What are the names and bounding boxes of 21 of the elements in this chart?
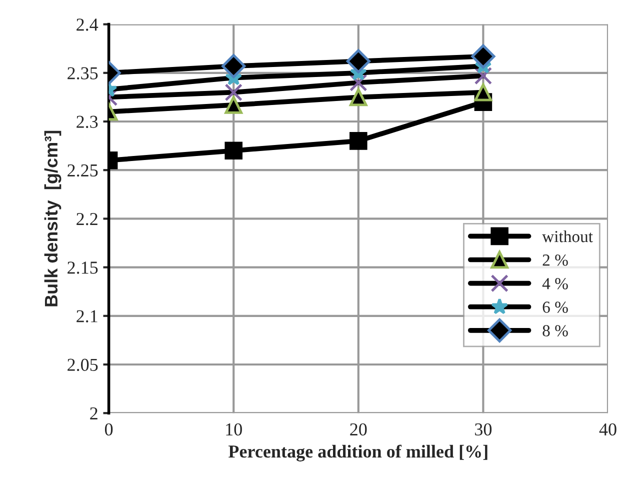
y-tick-label: 2.35 xyxy=(68,67,98,80)
y-tick-label: 2 xyxy=(90,407,98,420)
y-tick-label: 2.25 xyxy=(68,164,98,177)
legend-label: 2 % xyxy=(542,254,568,266)
x-tick-label: 20 xyxy=(350,423,367,436)
y-tick-label: 2.2 xyxy=(76,213,98,226)
x-axis-title: Percentage addition of milled [%] xyxy=(228,444,488,462)
y-tick-label: 2.15 xyxy=(68,262,98,274)
y-tick-label: 2.1 xyxy=(76,310,98,322)
legend-label: 8 % xyxy=(542,325,568,336)
x-tick-label: 0 xyxy=(104,423,113,436)
y-tick-label: 2.05 xyxy=(68,358,98,372)
y-axis-title: Bulk density [g/cm³] xyxy=(44,130,62,306)
legend-label: 6 % xyxy=(542,302,568,313)
y-tick-label: 2.4 xyxy=(76,18,98,31)
legend-label: without xyxy=(542,230,593,242)
legend-label: 4 % xyxy=(542,278,568,290)
x-tick-label: 10 xyxy=(226,423,242,436)
x-tick-label: 30 xyxy=(475,423,492,436)
y-tick-label: 2.3 xyxy=(76,116,98,128)
x-tick-label: 40 xyxy=(599,423,616,436)
